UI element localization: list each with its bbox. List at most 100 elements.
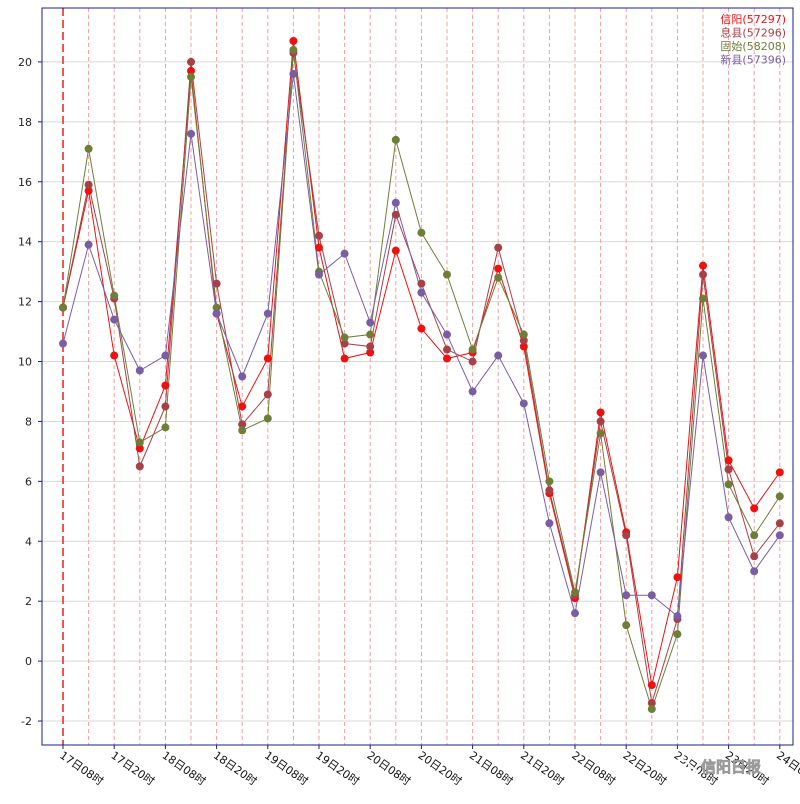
data-point — [391, 198, 400, 207]
data-point — [238, 426, 247, 435]
data-point — [187, 129, 195, 138]
data-point — [110, 291, 119, 300]
data-point — [699, 351, 707, 360]
data-point — [289, 45, 298, 54]
y-tick-label: 4 — [25, 535, 32, 548]
data-point — [775, 468, 784, 477]
data-point — [238, 402, 247, 411]
data-point — [775, 519, 784, 528]
data-point — [468, 387, 477, 396]
data-point — [417, 228, 426, 237]
data-point — [519, 399, 528, 408]
data-point — [724, 480, 733, 489]
data-point — [391, 246, 400, 255]
legend-entry: 信阳(57297) — [720, 13, 786, 26]
data-point — [263, 309, 272, 318]
data-point — [366, 330, 375, 339]
data-point — [494, 351, 503, 360]
data-point — [775, 531, 784, 540]
legend-entry: 息县(57296) — [720, 26, 786, 40]
data-point — [84, 180, 93, 189]
y-tick-label: 20 — [18, 56, 32, 69]
data-point — [315, 231, 323, 240]
data-point — [750, 552, 759, 561]
data-point — [468, 345, 477, 354]
data-point — [571, 588, 579, 597]
data-point — [238, 372, 247, 381]
data-point — [647, 591, 656, 600]
data-point — [135, 462, 144, 471]
data-point — [519, 330, 528, 339]
data-point — [84, 186, 93, 195]
data-point — [571, 609, 579, 618]
data-point — [391, 210, 400, 219]
data-point — [596, 429, 605, 438]
data-point — [161, 423, 170, 432]
data-point — [443, 354, 451, 363]
data-point — [699, 261, 707, 270]
data-point — [494, 264, 503, 273]
data-point — [161, 402, 170, 411]
y-tick-label: 0 — [25, 655, 32, 668]
y-tick-label: 8 — [25, 415, 32, 428]
data-point — [212, 279, 221, 288]
data-point — [289, 69, 298, 78]
y-tick-label: 16 — [18, 176, 32, 189]
data-point — [673, 630, 682, 639]
data-point — [750, 567, 759, 576]
y-tick-label: 10 — [18, 356, 32, 369]
data-point — [443, 345, 451, 354]
data-point — [110, 351, 119, 360]
data-point — [161, 351, 170, 360]
data-point — [59, 339, 67, 348]
y-tick-label: 2 — [25, 595, 32, 608]
data-point — [110, 315, 119, 324]
y-tick-label: 18 — [18, 116, 32, 129]
data-point — [775, 492, 784, 501]
data-point — [212, 309, 221, 318]
data-point — [135, 438, 144, 447]
plot-area-frame — [41, 7, 794, 746]
data-point — [519, 336, 528, 345]
data-point — [647, 681, 656, 690]
data-point — [340, 354, 349, 363]
data-point — [724, 513, 733, 522]
data-point — [443, 270, 451, 279]
data-point — [443, 330, 451, 339]
data-point — [596, 408, 605, 417]
legend-entry: 新县(57396) — [720, 53, 786, 67]
data-point — [161, 381, 170, 390]
data-point — [750, 531, 759, 540]
data-point — [315, 243, 323, 252]
watermark-text: 信阳日报 — [701, 758, 761, 776]
data-point — [545, 477, 554, 486]
data-point — [724, 465, 733, 474]
data-point — [59, 303, 67, 312]
data-point — [212, 303, 221, 312]
data-point — [622, 531, 631, 540]
y-tick-label: -2 — [21, 715, 32, 728]
data-point — [519, 342, 528, 351]
data-point — [494, 273, 503, 282]
watermark: 信阳日报 — [671, 758, 761, 780]
wechat-icon — [671, 759, 698, 780]
y-tick-label: 14 — [18, 236, 32, 249]
data-point — [135, 444, 144, 453]
data-point — [187, 66, 195, 75]
data-point — [596, 417, 605, 426]
data-point — [468, 357, 477, 366]
data-point — [263, 414, 272, 423]
data-point — [340, 339, 349, 348]
data-point — [135, 366, 144, 375]
data-point — [315, 270, 323, 279]
data-point — [724, 456, 733, 465]
data-point — [340, 249, 349, 258]
data-point — [417, 288, 426, 297]
legend-entry: 固始(58208) — [720, 39, 786, 53]
data-point — [494, 243, 503, 252]
data-point — [417, 279, 426, 288]
data-point — [545, 486, 554, 495]
